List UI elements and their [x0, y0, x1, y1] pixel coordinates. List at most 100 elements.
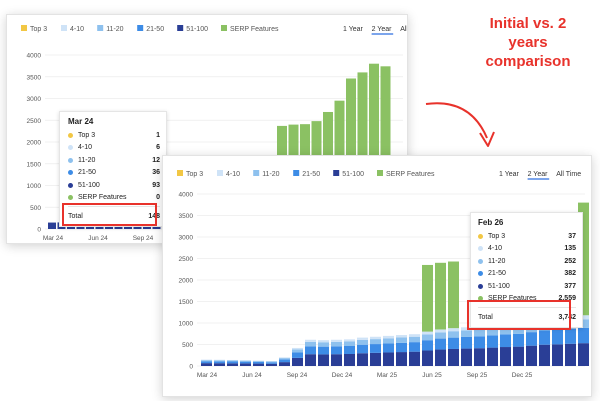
tooltip-row-label: 11-20 [488, 258, 564, 265]
tooltip-row-value: 377 [564, 283, 576, 290]
bar-segment-21-50 [279, 360, 290, 363]
bar-51-100 [48, 223, 56, 229]
bar-segment-51-100 [240, 363, 251, 366]
bar-segment-serp-features [448, 262, 459, 329]
tooltip-title: Mar 24 [68, 117, 160, 126]
tooltip-row-label: 4-10 [488, 245, 564, 252]
bar-segment-4-10 [305, 340, 316, 342]
bar-segment-21-50 [526, 332, 537, 346]
bar-segment-51-100 [292, 358, 303, 366]
bar-segment-11-20 [305, 342, 316, 346]
bar-segment-11-20 [253, 361, 264, 362]
legend-item-serp-features[interactable]: SERP Features [230, 26, 279, 33]
range-button-1-year[interactable]: 1 Year [499, 171, 520, 178]
tooltip-row-value: 93 [152, 182, 160, 189]
bar-segment-4-10 [357, 338, 368, 340]
tooltip-row-value: 12 [152, 157, 160, 164]
bar-segment-51-100 [305, 354, 316, 366]
bar-segment-4-10 [292, 348, 303, 349]
bar-segment-51-100 [565, 344, 576, 366]
series-dot-icon [478, 271, 483, 276]
bar-segment-51-100 [578, 343, 589, 366]
bar-segment-21-50 [370, 344, 381, 353]
legend-item-11-20[interactable]: 11-20 [262, 171, 279, 178]
range-button-1-year[interactable]: 1 Year [343, 26, 364, 33]
series-dot-icon [478, 284, 483, 289]
bar-segment-21-50 [552, 330, 563, 344]
legend-swatch-top-3-icon [21, 25, 27, 31]
bar-segment-11-20 [318, 342, 329, 346]
tooltip-row-label: Top 3 [488, 233, 568, 240]
bar-segment-51-100 [253, 364, 264, 366]
bar-segment-51-100 [526, 346, 537, 366]
bar-segment-11-20 [344, 341, 355, 346]
x-tick-label: Dec 25 [512, 372, 533, 379]
bar-segment-51-100 [214, 363, 225, 366]
tooltip-row-label: 51-100 [488, 283, 564, 290]
bar-segment-51-100 [539, 345, 550, 366]
range-button-all-time[interactable]: All Time [556, 171, 581, 178]
x-tick-label: Mar 25 [377, 372, 398, 379]
bar-segment-4-10 [331, 340, 342, 342]
legend-item-21-50[interactable]: 21-50 [302, 171, 320, 178]
legend-item-51-100[interactable]: 51-100 [342, 171, 364, 178]
bar-segment-21-50 [318, 347, 329, 355]
y-tick-label: 500 [182, 342, 193, 349]
bar-segment-11-20 [474, 330, 485, 337]
tooltip-row-value: 382 [564, 270, 576, 277]
tooltip-row-label: Top 3 [78, 132, 156, 139]
bar-segment-4-10 [409, 334, 420, 337]
bar-segment-4-10 [279, 357, 290, 358]
legend-item-11-20[interactable]: 11-20 [106, 26, 123, 33]
bar-segment-21-50 [305, 346, 316, 354]
legend-item-top-3[interactable]: Top 3 [186, 171, 203, 178]
range-button-all-time[interactable]: All Time [400, 26, 407, 33]
bar-segment-21-50 [240, 362, 251, 364]
legend-item-top-3[interactable]: Top 3 [30, 26, 47, 33]
x-tick-label: Jun 25 [422, 372, 442, 379]
legend-item-serp-features[interactable]: SERP Features [386, 171, 435, 178]
tooltip-row-value: 36 [152, 169, 160, 176]
bar-segment-4-10 [344, 339, 355, 341]
range-button-2-year[interactable]: 2 Year [528, 171, 549, 178]
bar-segment-11-20 [201, 360, 212, 361]
bar-segment-21-50 [227, 361, 238, 363]
legend-item-4-10[interactable]: 4-10 [226, 171, 240, 178]
bar-segment-11-20 [422, 334, 433, 340]
legend-item-51-100[interactable]: 51-100 [186, 26, 208, 33]
range-button-2-year[interactable]: 2 Year [372, 26, 393, 33]
series-dot-icon [478, 234, 483, 239]
bar-segment-21-50 [396, 343, 407, 352]
y-tick-label: 4000 [179, 192, 194, 199]
y-tick-label: 3500 [179, 213, 194, 220]
bar-segment-21-50 [435, 339, 446, 350]
x-tick-label: Jun 24 [88, 235, 108, 242]
legend-item-4-10[interactable]: 4-10 [70, 26, 84, 33]
legend-item-21-50[interactable]: 21-50 [146, 26, 164, 33]
tooltip-row-label: 21-50 [78, 169, 152, 176]
bar-segment-51-100 [500, 347, 511, 366]
bar-segment-21-50 [578, 328, 589, 343]
bar-segment-4-10 [370, 337, 381, 339]
bar-segment-21-50 [266, 362, 277, 363]
bar-segment-11-20 [357, 340, 368, 345]
bar-segment-51-100 [331, 354, 342, 366]
bar-segment-21-50 [539, 331, 550, 345]
bar-segment-21-50 [500, 334, 511, 347]
y-tick-label: 500 [30, 205, 41, 212]
y-tick-label: 0 [37, 227, 41, 234]
initial-total-highlight [62, 203, 157, 226]
bar-segment-51-100 [396, 352, 407, 366]
bar-segment-4-10 [422, 332, 433, 335]
tooltip-row-value: 0 [156, 194, 160, 201]
bar-segment-51-100 [435, 350, 446, 366]
legend-swatch-4-10-icon [61, 25, 67, 31]
series-dot-icon [478, 259, 483, 264]
bar-segment-21-50 [214, 361, 225, 363]
